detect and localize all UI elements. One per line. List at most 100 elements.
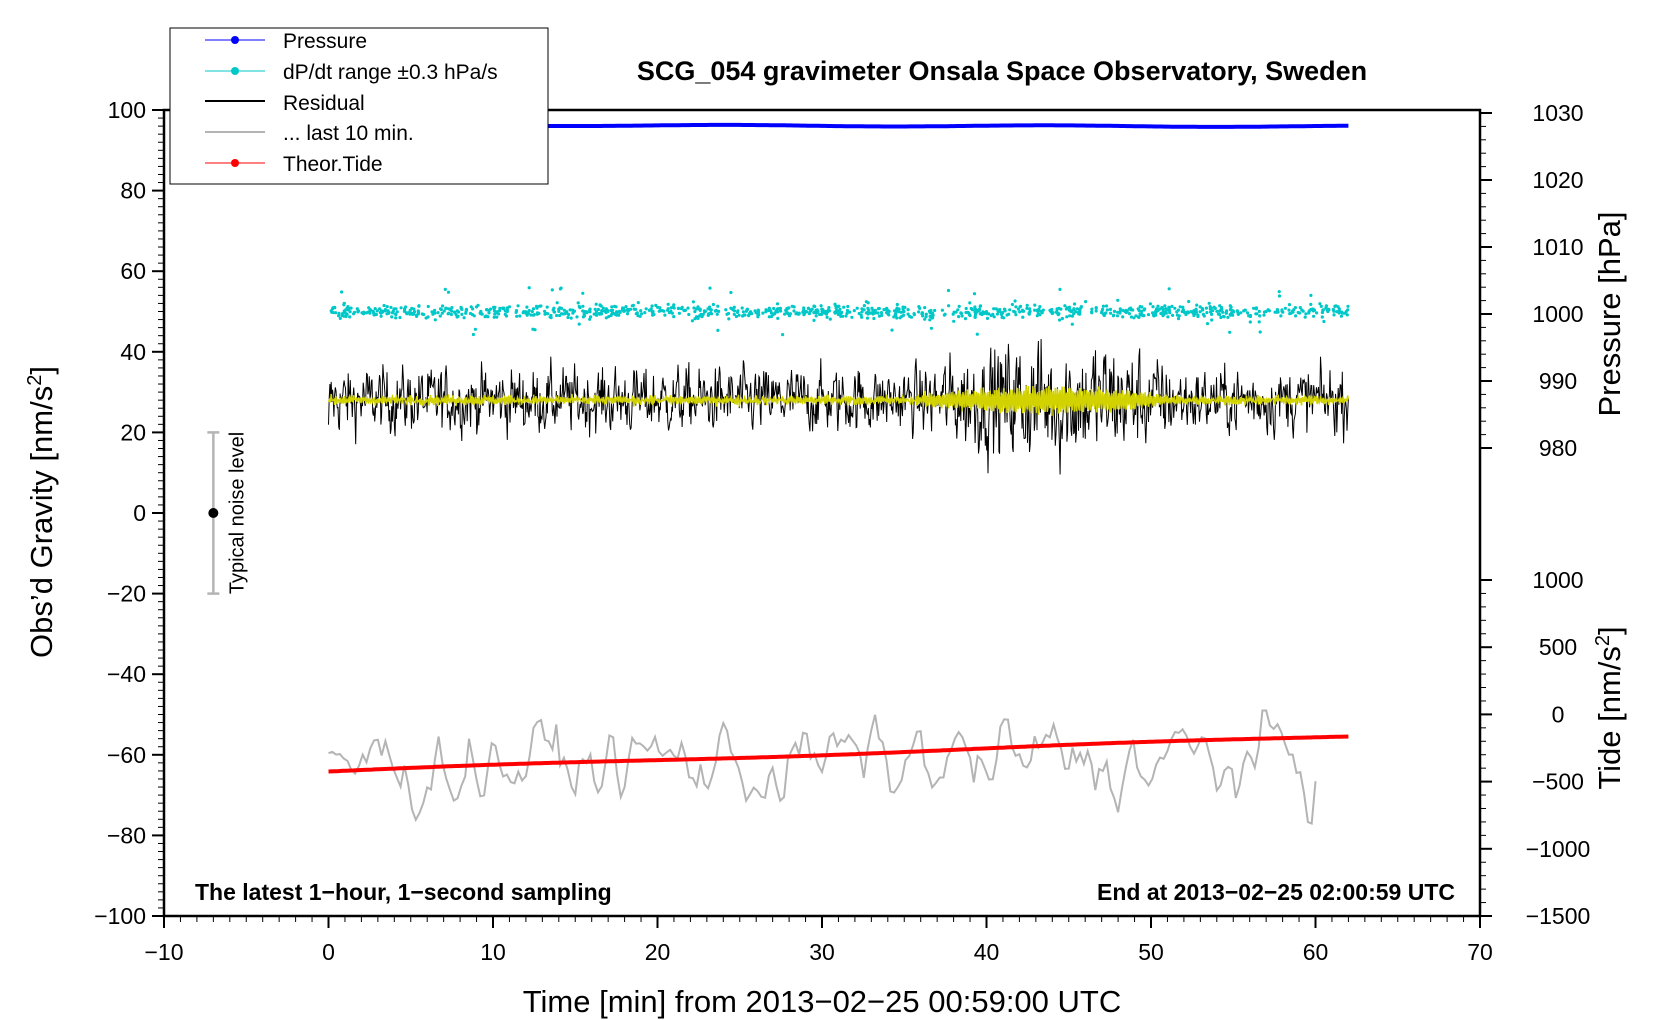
- dpdt-point: [923, 317, 927, 321]
- dpdt-point: [594, 310, 599, 314]
- dpdt-point: [1222, 315, 1226, 319]
- dpdt-point: [567, 312, 571, 317]
- dpdt-point: [708, 305, 712, 309]
- dpdt-point: [571, 311, 575, 315]
- dpdt-point: [1205, 322, 1210, 326]
- dpdt-point: [898, 316, 902, 320]
- dpdt-point: [1204, 306, 1208, 310]
- dpdt-point: [865, 316, 870, 320]
- dpdt-point: [1148, 302, 1152, 306]
- tide-tick-label: 0: [1552, 701, 1565, 727]
- dpdt-point: [1073, 302, 1077, 306]
- dpdt-point: [802, 306, 806, 310]
- dpdt-point: [1162, 312, 1166, 316]
- dpdt-point: [525, 305, 529, 309]
- dpdt-point: [1275, 308, 1279, 312]
- dpdt-point: [561, 312, 565, 316]
- dpdt-point: [769, 315, 774, 319]
- dpdt-point: [1291, 310, 1295, 314]
- dpdt-point: [1231, 313, 1235, 317]
- dpdt-point: [737, 313, 741, 317]
- dpdt-point: [1301, 309, 1305, 313]
- y-tick-label: −100: [94, 903, 146, 929]
- dpdt-point: [1226, 315, 1230, 319]
- dpdt-point: [840, 310, 844, 315]
- dpdt-point: [1187, 299, 1191, 304]
- y-tick-label: 80: [120, 178, 146, 204]
- dpdt-point: [1340, 311, 1344, 315]
- dpdt-point: [639, 309, 643, 313]
- dpdt-point: [1075, 307, 1079, 311]
- dpdt-point: [1239, 311, 1243, 315]
- dpdt-point: [1215, 309, 1219, 313]
- dpdt-point: [864, 300, 869, 304]
- dpdt-point: [531, 327, 535, 331]
- dpdt-point: [1166, 315, 1170, 319]
- theor-tide-series: [328, 734, 1349, 774]
- dpdt-point: [1116, 298, 1120, 302]
- dpdt-point: [593, 307, 597, 311]
- dpdt-point: [1000, 315, 1004, 319]
- dpdt-point: [453, 310, 457, 314]
- dpdt-point: [852, 309, 856, 313]
- noise-level-marker: Typical noise level: [207, 431, 248, 595]
- dpdt-point: [527, 308, 531, 313]
- dpdt-point: [1118, 307, 1122, 311]
- pressure-axis-title: Pressure [hPa]: [1592, 211, 1627, 416]
- dpdt-point: [529, 313, 533, 317]
- dpdt-point: [885, 306, 889, 310]
- dpdt-point: [682, 308, 687, 312]
- dpdt-point: [1218, 304, 1222, 308]
- dpdt-point: [652, 312, 656, 317]
- dpdt-point: [624, 305, 628, 309]
- dpdt-point: [338, 316, 342, 320]
- dpdt-point: [729, 306, 733, 310]
- dpdt-point: [476, 303, 480, 307]
- dpdt-point: [968, 301, 972, 305]
- dpdt-point: [1143, 307, 1147, 311]
- last-10-min-line: [328, 709, 1317, 826]
- dpdt-point: [693, 310, 697, 314]
- dpdt-point: [636, 301, 640, 305]
- dpdt-point: [804, 309, 808, 313]
- dpdt-point: [967, 313, 972, 317]
- dpdt-point: [792, 305, 796, 309]
- dpdt-point: [375, 309, 379, 313]
- dpdt-point: [1010, 302, 1015, 307]
- legend-label-dpdt: dP/dt range ±0.3 hPa/s: [283, 61, 498, 84]
- dpdt-point: [924, 312, 928, 316]
- dpdt-point: [778, 306, 783, 310]
- dpdt-point: [987, 312, 991, 316]
- dpdt-point: [331, 307, 335, 311]
- dpdt-point: [992, 307, 996, 311]
- dpdt-point: [1038, 305, 1042, 309]
- dpdt-point: [981, 310, 985, 314]
- dpdt-point: [527, 286, 531, 290]
- pressure-tick-label: 1000: [1532, 301, 1583, 327]
- dpdt-point: [414, 313, 419, 317]
- theor-tide-line: [328, 734, 1349, 774]
- dpdt-point: [439, 307, 443, 312]
- dpdt-point: [1134, 314, 1138, 318]
- dpdt-point: [516, 304, 520, 308]
- pressure-tick-label: 1030: [1532, 100, 1583, 126]
- dpdt-point: [1201, 308, 1205, 312]
- dpdt-point: [443, 287, 447, 291]
- dpdt-point: [1176, 308, 1180, 312]
- dpdt-point: [1182, 310, 1186, 314]
- y-tick-label: 0: [133, 500, 146, 526]
- dpdt-point: [713, 309, 718, 313]
- dpdt-point: [1194, 307, 1198, 311]
- dpdt-point: [576, 301, 580, 305]
- dpdt-point: [1025, 303, 1029, 307]
- dpdt-point: [1248, 320, 1252, 324]
- dpdt-point: [947, 304, 951, 308]
- dpdt-point: [373, 312, 377, 316]
- dpdt-point: [364, 311, 368, 315]
- dpdt-point: [1309, 302, 1313, 306]
- dpdt-point: [1189, 310, 1193, 314]
- dpdt-point: [679, 307, 684, 311]
- dpdt-point: [1283, 306, 1287, 310]
- dpdt-point: [846, 304, 850, 309]
- dpdt-point: [550, 288, 554, 292]
